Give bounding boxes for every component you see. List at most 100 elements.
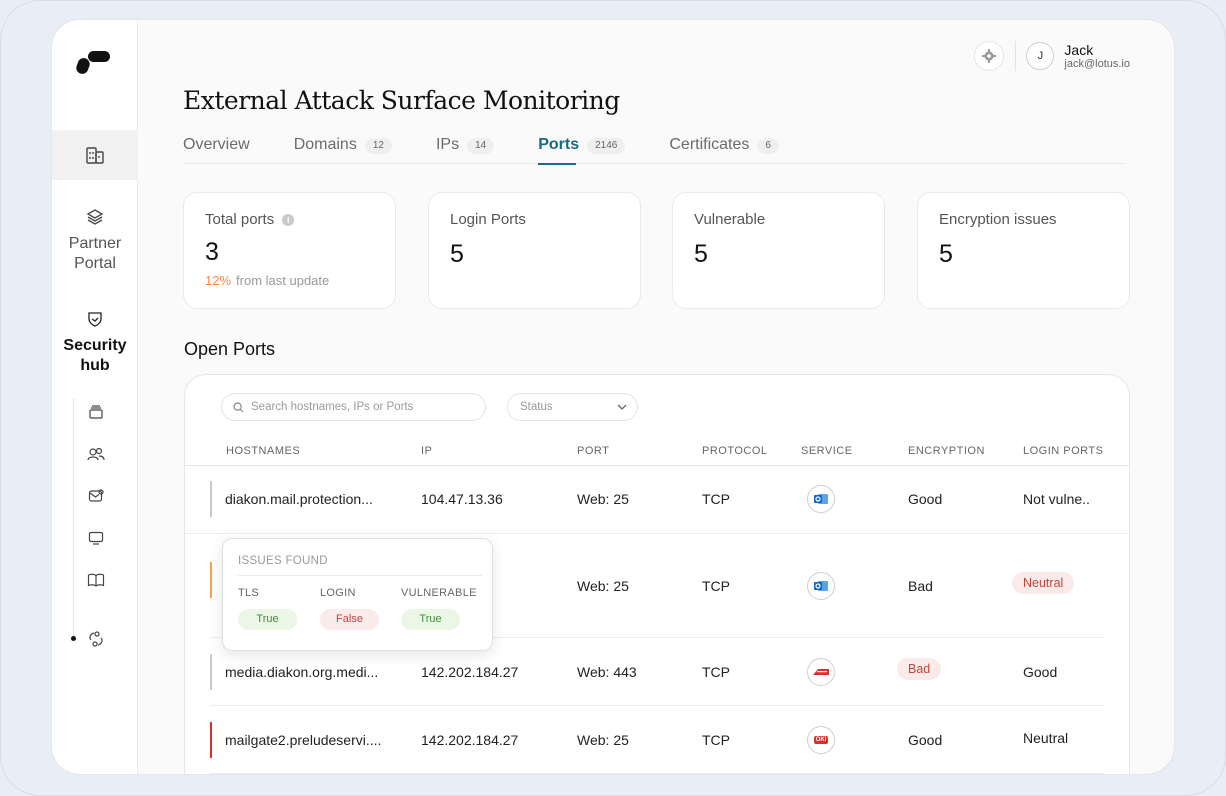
stat-card-title: Total ports <box>205 211 275 228</box>
subnav-docs[interactable] <box>86 570 106 590</box>
tooltip-divider <box>237 575 482 576</box>
search-icon <box>233 401 244 412</box>
stat-card-title-row: Total ports i <box>205 211 374 228</box>
settings-button[interactable] <box>974 41 1005 71</box>
tab-count-badge: 6 <box>757 138 779 154</box>
mail-notification-icon <box>88 489 104 502</box>
subnav-users[interactable] <box>86 444 106 464</box>
search-input[interactable] <box>251 401 471 413</box>
stat-card-encryption-issues: Encryption issues 5 <box>917 192 1130 309</box>
monitor-icon <box>88 531 104 545</box>
user-name: Jack <box>1064 41 1094 58</box>
section-title: Open Ports <box>184 339 276 359</box>
gear-icon <box>982 49 997 63</box>
tab-label: Ports <box>538 136 580 153</box>
tooltip-value-badge: True <box>401 609 460 630</box>
status-badge: Bad <box>897 658 942 680</box>
cell-login-ports: Not vulne.. <box>1023 491 1090 507</box>
cell-hostname: diakon.mail.protection... <box>225 491 373 507</box>
tab-ips[interactable]: IPs 14 <box>436 136 495 164</box>
status-dropdown[interactable]: Status <box>507 393 638 421</box>
table-row[interactable]: mailgate2.preludeservi.... 142.202.184.2… <box>210 706 1103 774</box>
tooltip-value-badge: False <box>320 609 379 630</box>
outlook-icon <box>807 485 835 513</box>
tab-domains[interactable]: Domains 12 <box>294 136 392 164</box>
subnav-integrations[interactable] <box>86 629 106 649</box>
shield-icon <box>88 312 102 327</box>
tab-count-badge: 14 <box>467 138 495 154</box>
users-icon <box>87 447 105 461</box>
stack-icon <box>89 405 103 419</box>
tab-ports[interactable]: Ports 2146 <box>538 136 626 165</box>
cell-protocol: TCP <box>702 491 730 507</box>
search-box[interactable] <box>221 393 486 421</box>
tab-certificates[interactable]: Certificates 6 <box>669 136 779 164</box>
status-badge: Neutral <box>1012 572 1075 594</box>
cell-encryption: Good <box>908 491 943 507</box>
table-row[interactable]: media.diakon.org.medi... 142.202.184.27 … <box>210 639 1103 706</box>
cell-encryption: Good <box>908 732 943 748</box>
table-row[interactable]: diakon.mail.protection... 104.47.13.36 W… <box>185 467 1129 534</box>
app-window: Partner Portal Security hub <box>52 20 1174 774</box>
cell-port: Web: 443 <box>577 664 637 680</box>
user-area: J Jack jack@lotus.io <box>974 40 1130 72</box>
nav-security-hub[interactable]: Security hub <box>52 310 138 376</box>
cell-hostname: mailgate2.preludeservi.... <box>225 732 382 748</box>
chevron-down-icon <box>617 404 627 410</box>
avatar[interactable]: J <box>1026 42 1055 70</box>
column-header-protocol[interactable]: PROTOCOL <box>702 445 768 457</box>
cell-protocol: TCP <box>702 664 730 680</box>
row-status-bar <box>210 481 212 517</box>
tab-overview[interactable]: Overview <box>183 136 250 164</box>
tab-label: Certificates <box>669 136 750 153</box>
nav-dashboard[interactable] <box>52 130 138 180</box>
tooltip-col-label: VULNERABLE <box>401 587 477 599</box>
info-icon[interactable]: i <box>282 213 295 226</box>
column-header-service[interactable]: SERVICE <box>801 445 853 457</box>
outlook-icon <box>807 572 835 600</box>
row-status-bar <box>210 562 212 598</box>
stat-card-vulnerable: Vulnerable 5 <box>672 192 885 309</box>
table-row[interactable]: 5 Web: 25 TCP Bad Neutral <box>210 534 1103 638</box>
trend-text: from last update <box>236 273 330 288</box>
cell-encryption: Bad <box>908 578 933 594</box>
cell-ip: 142.202.184.27 <box>421 664 519 680</box>
security-subnav <box>71 398 123 647</box>
subnav-inbox[interactable] <box>86 402 106 422</box>
brand-red-icon <box>807 658 835 686</box>
tooltip-title: ISSUES FOUND <box>238 555 328 567</box>
column-header-ip[interactable]: IP <box>421 445 433 457</box>
user-info[interactable]: Jack jack@lotus.io <box>1064 42 1130 71</box>
stat-card-value: 5 <box>450 240 464 268</box>
tooltip-col-label: LOGIN <box>320 587 356 599</box>
cell-port: Web: 25 <box>577 578 629 594</box>
nav-security-hub-label: Security hub <box>63 337 127 374</box>
subnav-monitor[interactable] <box>86 528 106 548</box>
oki-icon: OKI <box>807 726 835 754</box>
oki-logo-text: OKI <box>813 736 829 744</box>
sidebar: Partner Portal Security hub <box>52 20 138 774</box>
status-dropdown-label: Status <box>520 401 553 413</box>
open-ports-panel: Status HOSTNAMES IP PORT PROTOCOL SERVIC… <box>184 374 1130 774</box>
issues-tooltip: ISSUES FOUND TLS LOGIN VULNERABLE True F… <box>222 538 493 651</box>
tab-label: Overview <box>183 136 250 153</box>
nav-partner-portal[interactable]: Partner Portal <box>52 208 138 274</box>
book-icon <box>87 573 105 587</box>
link-cycle-icon <box>89 631 103 647</box>
column-header-port[interactable]: PORT <box>577 445 610 457</box>
tab-count-badge: 2146 <box>587 138 626 154</box>
page-title: External Attack Surface Monitoring <box>183 86 620 115</box>
column-header-encryption[interactable]: ENCRYPTION <box>908 445 985 457</box>
cell-protocol: TCP <box>702 578 730 594</box>
table-header: HOSTNAMES IP PORT PROTOCOL SERVICE ENCRY… <box>185 443 1129 466</box>
subnav-mail[interactable] <box>86 486 106 506</box>
column-header-login-ports[interactable]: LOGIN PORTS <box>1023 445 1104 457</box>
user-email: jack@lotus.io <box>1064 57 1130 70</box>
column-header-hostnames[interactable]: HOSTNAMES <box>226 445 301 457</box>
stat-card-value: 5 <box>694 240 708 268</box>
cell-hostname: media.diakon.org.medi... <box>225 664 379 680</box>
app-logo[interactable] <box>74 48 114 76</box>
cell-protocol: TCP <box>702 732 730 748</box>
active-indicator-dot <box>71 636 76 641</box>
cell-login-ports: Good <box>1023 664 1058 680</box>
